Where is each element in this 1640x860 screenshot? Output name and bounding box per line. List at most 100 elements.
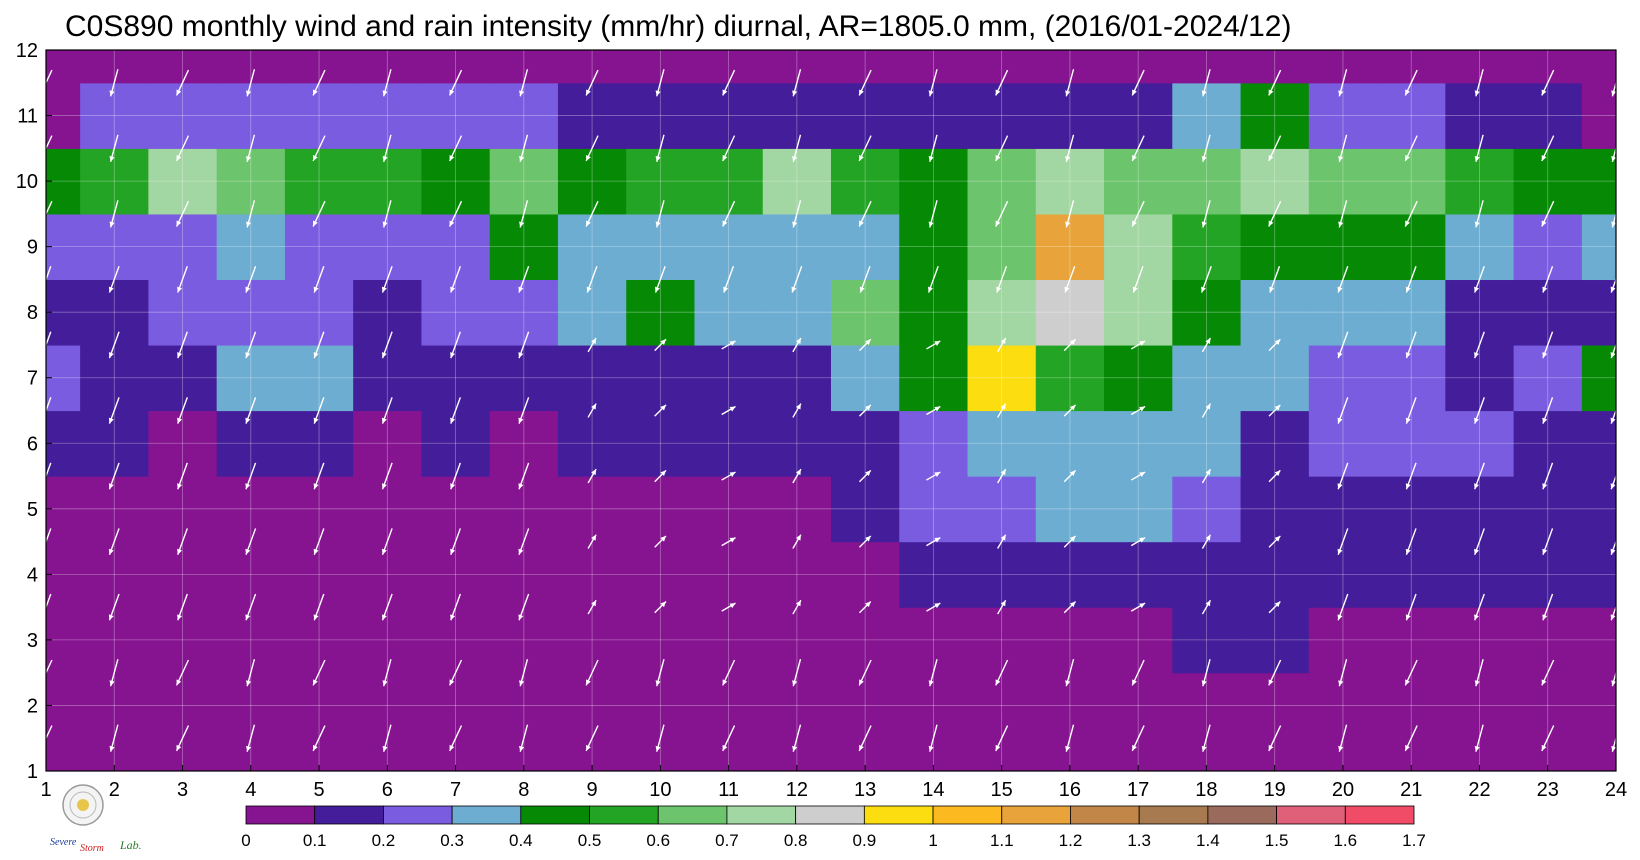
wind-arrow (928, 69, 938, 97)
wind-arrow (1268, 338, 1281, 352)
wind-arrow (858, 469, 872, 483)
wind-arrow (587, 468, 597, 484)
contour-cell (284, 672, 354, 739)
contour-cell (1240, 148, 1310, 215)
contour-cell (1513, 82, 1583, 149)
contour-cell (557, 82, 627, 149)
contour-cell (1308, 50, 1378, 84)
wind-arrow (858, 725, 872, 752)
contour-cell (216, 410, 286, 477)
wind-arrow (109, 658, 119, 687)
wind-arrow (926, 602, 941, 612)
wind-arrow (1474, 658, 1484, 687)
x-tick-label: 11 (718, 779, 739, 801)
wind-arrow (245, 331, 257, 359)
contour-cell (626, 148, 696, 215)
wind-arrow (108, 528, 120, 555)
contour-cell (1513, 541, 1583, 608)
contour-cell (1240, 607, 1310, 674)
wind-arrow (1065, 724, 1075, 752)
wind-arrow (1611, 735, 1616, 752)
contour-cell (1581, 541, 1616, 608)
wind-arrow (381, 331, 393, 359)
wind-arrow (246, 69, 256, 97)
wind-arrow (450, 593, 462, 621)
colorbar-label: 0.4 (509, 831, 533, 850)
contour-cell (80, 607, 149, 674)
wind-arrow (927, 266, 939, 293)
contour-cell (1308, 213, 1378, 281)
contour-cell (557, 213, 627, 281)
contour-cell (831, 50, 900, 84)
wind-arrow (1610, 539, 1616, 555)
wind-arrow (792, 534, 802, 549)
wind-arrow (585, 659, 599, 686)
contour-cell (831, 672, 900, 739)
contour-cell (353, 213, 423, 281)
contour-cell (489, 82, 559, 149)
contour-cell (1445, 344, 1515, 412)
wind-arrow (858, 535, 872, 548)
contour-cell (216, 344, 286, 412)
wind-arrow (1610, 473, 1616, 490)
contour-cell (1445, 672, 1515, 739)
wind-arrow (721, 602, 736, 612)
contour-cell (694, 476, 764, 543)
contour-cell (148, 279, 218, 346)
contour-cell (148, 607, 218, 674)
contour-cell (1581, 476, 1616, 543)
wind-arrow (519, 724, 529, 752)
contour-cell (216, 213, 286, 281)
wind-arrow (381, 397, 393, 424)
wind-arrow (1338, 134, 1348, 163)
contour-cell (626, 213, 696, 281)
wind-arrow (995, 135, 1009, 162)
x-tick-label: 6 (382, 779, 393, 801)
x-tick-label: 2 (109, 779, 120, 801)
colorbar-label: 1.1 (990, 831, 1014, 850)
wind-arrow (858, 200, 872, 227)
logo-text-storm: Storm (80, 843, 104, 854)
wind-arrow (1405, 528, 1417, 555)
colorbar-label: 0.3 (440, 831, 464, 850)
wind-arrow (175, 659, 190, 686)
contour-cell (557, 344, 627, 412)
contour-cell (626, 541, 696, 608)
colorbar-label: 0.5 (578, 831, 602, 850)
contour-cell (899, 344, 969, 412)
colorbar-label: 0 (241, 831, 250, 850)
wind-arrow (175, 725, 190, 752)
colorbar-swatch (245, 805, 316, 825)
contour-cell (1445, 541, 1515, 608)
contour-cell (762, 541, 832, 608)
wind-arrow (1404, 725, 1418, 752)
contour-cell (421, 344, 491, 412)
wind-arrow (1131, 725, 1145, 752)
wind-arrow (1268, 659, 1282, 686)
colorbar-swatch (726, 805, 797, 825)
contour-cell (1581, 607, 1616, 674)
contour-cell (694, 344, 764, 412)
wind-arrow (587, 534, 597, 549)
wind-arrow (655, 134, 665, 163)
wind-arrow (792, 599, 802, 615)
wind-arrow (1405, 331, 1417, 359)
contour-cell (831, 82, 900, 149)
y-tick-label: 11 (17, 106, 38, 128)
wind-arrow (1131, 200, 1145, 227)
contour-cell (284, 279, 354, 346)
wind-arrow (245, 266, 257, 293)
wind-arrow (46, 69, 53, 85)
wind-arrow (312, 725, 326, 752)
wind-arrow (995, 725, 1009, 752)
x-tick-label: 22 (1468, 779, 1490, 801)
contour-cell (1035, 50, 1105, 84)
contour-cell (284, 344, 354, 412)
contour-cell (1035, 672, 1105, 739)
wind-arrow (655, 69, 665, 97)
colorbar-label: 1.3 (1127, 831, 1151, 850)
contour-cell (557, 279, 627, 346)
wind-arrow (1201, 337, 1212, 353)
logo-text-severe: Severe (50, 837, 77, 848)
contour-cell (284, 607, 354, 674)
